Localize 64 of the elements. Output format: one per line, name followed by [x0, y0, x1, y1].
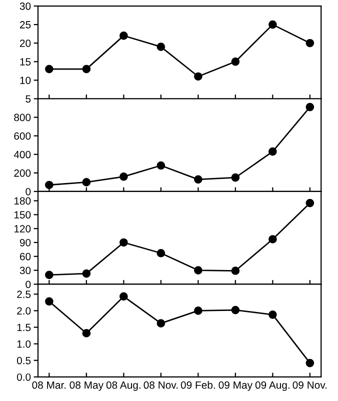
y-tick-label: 1.5	[17, 324, 31, 332]
point	[120, 238, 128, 247]
y-tick-label: 15	[20, 58, 31, 66]
y-tick-label: 400	[14, 150, 31, 158]
point	[120, 32, 128, 40]
y-tick-label: 0	[26, 188, 31, 196]
point	[306, 358, 314, 368]
point	[194, 306, 202, 315]
x-tick-label: 08 Nov.	[144, 381, 178, 389]
x-tick-label: 09 May	[218, 381, 252, 391]
point	[45, 180, 54, 190]
x-tick-label: 08 Mar.	[32, 381, 66, 389]
y-tick-label: 200	[14, 169, 31, 177]
x-tick-label: 09 Feb.	[180, 381, 215, 389]
y-tick-label: 10	[20, 76, 31, 84]
x-tick-label: 09 Nov.	[292, 381, 327, 389]
y-tick-label: 600	[14, 132, 31, 140]
point	[120, 292, 128, 301]
point	[82, 329, 91, 338]
point	[231, 57, 240, 66]
point	[231, 306, 240, 314]
y-tick-label: 25	[20, 21, 31, 28]
y-tick-label: 1.0	[17, 340, 31, 348]
point	[268, 147, 277, 156]
point	[268, 310, 277, 319]
y-tick-label: 800	[14, 114, 31, 122]
y-tick-label: 30	[20, 2, 31, 10]
y-tick-label: 2.0	[17, 307, 31, 315]
y-tick-label: 30	[20, 266, 31, 274]
point	[306, 198, 314, 208]
point	[231, 173, 240, 182]
point	[194, 175, 202, 184]
y-tick-label: 2.5	[17, 290, 31, 298]
y-tick-label: 120	[14, 225, 31, 232]
y-tick-label: 180	[14, 197, 31, 205]
point	[45, 297, 54, 306]
point	[120, 172, 128, 181]
point	[82, 269, 91, 278]
point	[156, 42, 166, 51]
y-tick-label: 0.0	[16, 373, 31, 381]
point	[82, 178, 91, 186]
x-tick-label: 08 Aug.	[106, 381, 140, 391]
point	[306, 102, 314, 112]
y-tick-label: 0.5	[16, 356, 31, 364]
y-tick-label: 150	[14, 211, 31, 219]
point	[306, 38, 314, 48]
point	[45, 270, 54, 280]
point	[156, 319, 166, 328]
y-tick-label: 90	[20, 238, 31, 246]
y-tick-label: 60	[20, 252, 31, 260]
y-tick-label: 0	[26, 280, 31, 288]
point	[268, 20, 277, 29]
point	[156, 161, 166, 170]
point	[268, 235, 277, 244]
point	[231, 266, 240, 275]
x-tick-label: 08 May	[70, 381, 104, 391]
point	[156, 248, 166, 258]
y-tick-label: 20	[20, 40, 31, 47]
point	[194, 72, 202, 81]
x-tick-label: 09 Aug.	[255, 381, 290, 391]
point	[82, 64, 91, 74]
point	[194, 266, 202, 274]
point	[45, 64, 54, 74]
y-tick-label: 5	[26, 95, 31, 103]
